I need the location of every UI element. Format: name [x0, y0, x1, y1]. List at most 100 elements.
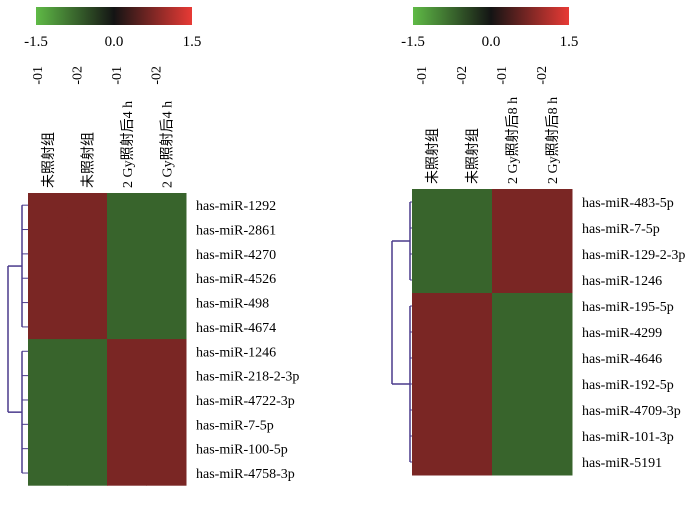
heatmap-cell: [412, 449, 453, 476]
row-label: has-miR-129-2-3p: [582, 248, 685, 263]
heatmap-cell: [28, 314, 68, 340]
heatmap-cell: [532, 293, 573, 320]
heatmap-cell: [452, 189, 493, 216]
heatmap-cell: [412, 345, 453, 372]
heatmap-cell: [412, 293, 453, 320]
heatmap-cell: [28, 387, 68, 413]
row-label: has-miR-192-5p: [582, 378, 674, 393]
colorbar-tick-label: 0.0: [482, 34, 501, 50]
heatmap-cell: [28, 460, 68, 486]
column-suffix: -02: [535, 66, 550, 85]
column-suffix: -02: [70, 66, 85, 85]
heatmap-cell: [28, 412, 68, 437]
row-label: has-miR-4709-3p: [582, 404, 681, 419]
heatmap-cell: [146, 290, 187, 316]
row-label: has-miR-1292: [196, 199, 276, 214]
heatmap-cell: [146, 266, 187, 291]
colorbar: [413, 7, 569, 25]
row-label: has-miR-4526: [196, 272, 276, 287]
heatmap-cell: [492, 371, 533, 398]
heatmap-cell: [146, 193, 187, 218]
heatmap-cell: [107, 460, 147, 486]
row-label: has-miR-101-3p: [582, 430, 674, 445]
heatmap-cell: [67, 387, 108, 413]
heatmap-cell: [146, 314, 187, 340]
heatmap-cell: [107, 412, 147, 437]
row-label: has-miR-4758-3p: [196, 467, 295, 482]
heatmap-cell: [107, 314, 147, 340]
heatmap-cell: [107, 217, 147, 243]
heatmap-cell: [146, 241, 187, 267]
heatmap-cell: [107, 363, 147, 389]
row-label: has-miR-1246: [196, 345, 276, 360]
colorbar: [36, 7, 192, 25]
column-label: 2 Gy照射后8 h: [505, 97, 521, 184]
heatmap-cell: [67, 460, 108, 486]
heatmap-cell: [67, 241, 108, 267]
row-label: has-miR-4299: [582, 326, 662, 341]
row-label: has-miR-483-5p: [582, 196, 674, 211]
heatmap-cell: [146, 217, 187, 243]
row-label: has-miR-2861: [196, 224, 276, 239]
heatmap-cell: [492, 189, 533, 216]
heatmap-cell: [146, 436, 187, 462]
column-suffix: -01: [31, 66, 46, 85]
heatmap-cell: [28, 290, 68, 316]
heatmap-cell: [492, 397, 533, 424]
heatmap-cell: [67, 412, 108, 437]
heatmap-cell: [107, 339, 147, 364]
heatmap-cell: [67, 314, 108, 340]
row-label: has-miR-498: [196, 297, 269, 312]
heatmap-cell: [107, 387, 147, 413]
heatmap-cell: [146, 460, 187, 486]
heatmap-panel-right: -1.5 0.0 1.5 -01 未照射组 -02 未照射组 -01 2 Gy照射后8 h -02…: [391, 7, 685, 476]
row-label: has-miR-1246: [582, 274, 662, 289]
heatmap-cell: [412, 241, 453, 268]
heatmap-cell: [107, 266, 147, 291]
heatmap-cell: [532, 345, 573, 372]
row-label: has-miR-4722-3p: [196, 394, 295, 409]
heatmap-cell: [28, 266, 68, 291]
heatmap-cell: [67, 363, 108, 389]
colorbar-tick-label: 0.0: [105, 34, 124, 50]
heatmap-cell: [492, 319, 533, 346]
heatmap-cell: [452, 397, 493, 424]
heatmap-cell: [67, 266, 108, 291]
heatmap-panel-left: -1.5 0.0 1.5 -01 未照射组 -02 未照射组 -01 2 Gy照射后4 h -02…: [7, 7, 299, 486]
row-label: has-miR-4270: [196, 248, 276, 263]
heatmap-cell: [452, 215, 493, 242]
column-suffix: -01: [495, 66, 510, 85]
row-label: has-miR-218-2-3p: [196, 370, 299, 385]
heatmap-cell: [492, 241, 533, 268]
heatmap-cell: [107, 436, 147, 462]
heatmap-cell: [532, 319, 573, 346]
heatmap-cell: [146, 339, 187, 364]
colorbar-tick-label: 1.5: [560, 34, 579, 50]
column-label: 未照射组: [41, 132, 57, 188]
heatmap-cell: [452, 241, 493, 268]
column-suffix: -02: [455, 66, 470, 85]
heatmap-cell: [452, 319, 493, 346]
heatmap-cell: [532, 241, 573, 268]
heatmap-cell: [146, 412, 187, 437]
heatmap-cell: [412, 371, 453, 398]
heatmap-cell: [412, 267, 453, 294]
row-label: has-miR-100-5p: [196, 443, 288, 458]
heatmap-cell: [28, 241, 68, 267]
heatmap-cell: [28, 217, 68, 243]
row-label: has-miR-4674: [196, 321, 276, 336]
heatmap-cell: [412, 397, 453, 424]
column-label: 2 Gy照射后4 h: [159, 101, 175, 188]
heatmap-cell: [146, 363, 187, 389]
colorbar-tick-label: 1.5: [183, 34, 202, 50]
heatmap-cell: [67, 217, 108, 243]
heatmap-cell: [28, 436, 68, 462]
column-suffix: -02: [149, 66, 164, 85]
row-label: has-miR-7-5p: [196, 418, 274, 433]
column-label: 未照射组: [465, 128, 481, 184]
column-suffix: -01: [110, 66, 125, 85]
heatmap-cell: [412, 319, 453, 346]
heatmap-cell: [107, 241, 147, 267]
heatmap-cell: [67, 339, 108, 364]
row-label: has-miR-195-5p: [582, 300, 674, 315]
